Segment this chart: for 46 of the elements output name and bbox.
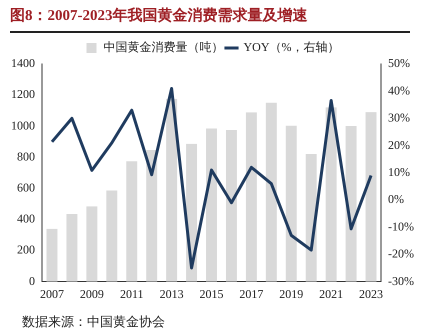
y-tick-label: 1200 — [11, 87, 35, 102]
legend-label: 中国黄金消费量（吨） — [104, 40, 224, 54]
bar — [286, 126, 297, 282]
bar — [146, 150, 158, 282]
y-tick-label: 1000 — [11, 118, 35, 132]
y-tick-label: 800 — [17, 149, 35, 164]
y-tick-label: 0 — [29, 274, 35, 288]
x-tick-label: 2021 — [319, 286, 344, 301]
bar — [46, 228, 58, 282]
y-tick-label: 400 — [17, 212, 35, 226]
x-tick-label: 2013 — [160, 286, 184, 301]
legend-label: YOY（%，右轴） — [244, 40, 340, 54]
source-note: 数据来源：中国黄金协会 — [22, 313, 165, 331]
y-tick-label: 600 — [17, 180, 35, 194]
bar — [206, 128, 217, 282]
x-tick-label: 2023 — [359, 286, 384, 301]
y-tick-label: 1400 — [11, 56, 35, 70]
x-tick-label: 2019 — [279, 286, 304, 301]
bar — [166, 98, 178, 282]
x-tick-label: 2017 — [239, 286, 264, 301]
bar — [126, 161, 138, 282]
bar — [346, 126, 357, 282]
bar — [306, 154, 317, 282]
bar — [266, 102, 277, 282]
bar — [66, 214, 78, 282]
y2-tick-label: -20% — [388, 246, 414, 261]
y2-tick-label: -30% — [388, 274, 414, 288]
x-tick-label: 2009 — [80, 286, 104, 301]
x-tick-label: 2007 — [40, 286, 64, 301]
bar — [246, 112, 257, 282]
chart-title: 图8：2007-2023年我国黄金消费需求量及增速 — [10, 6, 410, 33]
y2-tick-label: 0% — [388, 192, 404, 206]
y2-tick-label: 50% — [388, 56, 410, 70]
x-tick-label: 2011 — [120, 286, 144, 301]
bar — [86, 206, 98, 282]
bar — [106, 190, 118, 282]
y-tick-label: 200 — [17, 242, 35, 257]
bar — [226, 130, 237, 282]
x-tick-label: 2015 — [200, 286, 224, 301]
y2-tick-label: -10% — [388, 219, 414, 234]
bar — [366, 112, 377, 282]
y2-tick-label: 10% — [388, 164, 410, 179]
y2-tick-label: 20% — [388, 138, 410, 152]
y2-tick-label: 30% — [388, 110, 410, 125]
bar — [326, 107, 337, 282]
y2-tick-label: 40% — [388, 83, 410, 98]
